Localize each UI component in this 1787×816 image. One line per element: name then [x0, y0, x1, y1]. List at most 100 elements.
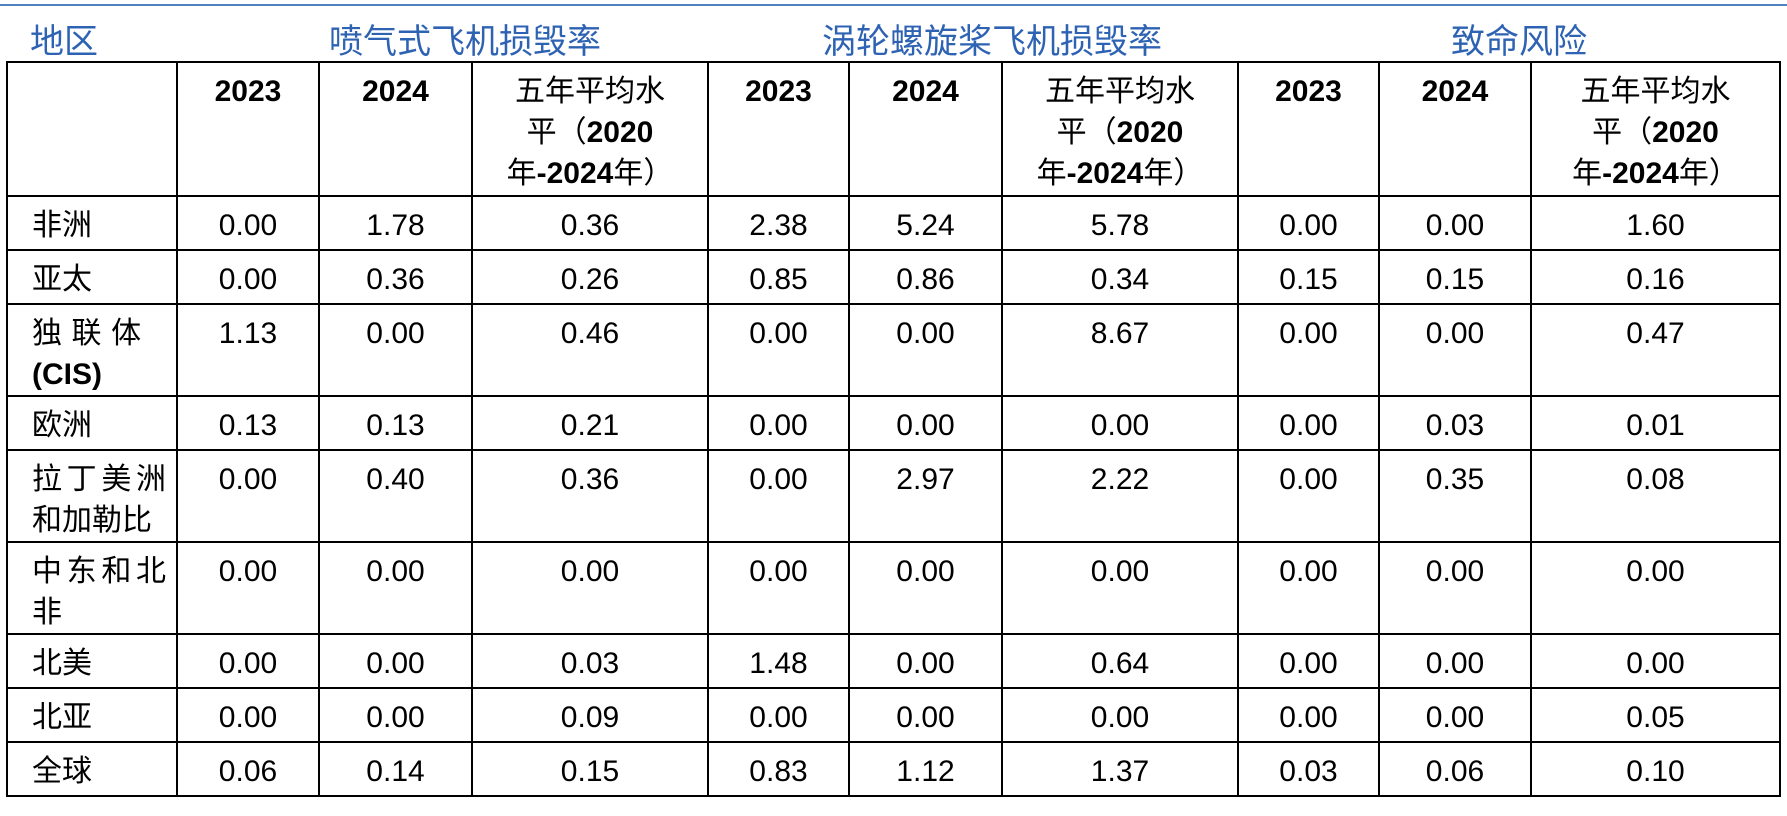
header-turbo-2023: 2023 — [707, 61, 850, 197]
jet-value-cell: 0.40 — [318, 449, 473, 543]
turbo-value-cell: 0.00 — [848, 687, 1003, 743]
fatal-value-cell: 0.00 — [1237, 633, 1380, 689]
turbo-value-cell: 8.67 — [1001, 303, 1239, 397]
table-row: 拉丁美洲和加勒比 0.00 0.40 0.36 0.00 2.97 2.22 0.00 0.35… — [6, 449, 1781, 543]
jet-value-cell: 0.46 — [471, 303, 709, 397]
table-row: 北亚 0.00 0.00 0.09 0.00 0.00 0.00 0.00 0.00 0.05 — [6, 687, 1781, 743]
fatal-value-cell: 0.15 — [1378, 249, 1532, 305]
fatal-value-cell: 0.16 — [1530, 249, 1781, 305]
turbo-value-cell: 0.00 — [707, 541, 850, 635]
fatal-value-cell: 0.47 — [1530, 303, 1781, 397]
turbo-value-cell: 0.64 — [1001, 633, 1239, 689]
region-cell: 拉丁美洲和加勒比 — [6, 449, 178, 543]
region-cell: 北亚 — [6, 687, 178, 743]
fatal-value-cell: 0.00 — [1530, 541, 1781, 635]
table-row: 中东和北非 0.00 0.00 0.00 0.00 0.00 0.00 0.00 0.00 0.0… — [6, 541, 1781, 635]
turbo-value-cell: 0.00 — [848, 395, 1003, 451]
region-cell: 亚太 — [6, 249, 178, 305]
region-cell: 北美 — [6, 633, 178, 689]
region-cell: 全球 — [6, 741, 178, 797]
fatal-value-cell: 0.00 — [1378, 633, 1532, 689]
region-cell: 非洲 — [6, 195, 178, 251]
header-region-blank — [6, 61, 178, 197]
group-header-jet: 喷气式飞机损毁率 — [329, 22, 601, 62]
turbo-value-cell: 0.00 — [707, 687, 850, 743]
fatal-value-cell: 0.00 — [1237, 395, 1380, 451]
turbo-value-cell: 0.00 — [848, 303, 1003, 397]
fatal-value-cell: 0.00 — [1378, 687, 1532, 743]
turbo-value-cell: 1.48 — [707, 633, 850, 689]
header-fatal-2024: 2024 — [1378, 61, 1532, 197]
fatal-value-cell: 0.00 — [1237, 541, 1380, 635]
fatal-value-cell: 0.00 — [1237, 449, 1380, 543]
jet-value-cell: 0.00 — [176, 195, 320, 251]
jet-value-cell: 0.21 — [471, 395, 709, 451]
turbo-value-cell: 2.97 — [848, 449, 1003, 543]
fatal-value-cell: 0.15 — [1237, 249, 1380, 305]
turbo-value-cell: 0.00 — [1001, 541, 1239, 635]
jet-value-cell: 0.00 — [318, 541, 473, 635]
jet-value-cell: 0.36 — [318, 249, 473, 305]
jet-value-cell: 0.00 — [176, 249, 320, 305]
jet-value-cell: 0.00 — [471, 541, 709, 635]
header-jet-avg: 五年平均水 平（2020 年-2024年） — [471, 61, 709, 197]
table-row: 全球 0.06 0.14 0.15 0.83 1.12 1.37 0.03 0.06 0.10 — [6, 741, 1781, 797]
turbo-value-cell: 0.00 — [1001, 395, 1239, 451]
jet-value-cell: 0.00 — [176, 687, 320, 743]
column-header-row: 2023 2024 五年平均水 平（2020 年-2024年） 2023 2024 … — [6, 61, 1781, 197]
fatal-value-cell: 0.08 — [1530, 449, 1781, 543]
fatal-value-cell: 0.00 — [1378, 195, 1532, 251]
fatal-value-cell: 1.60 — [1530, 195, 1781, 251]
group-header-row: 地区 喷气式飞机损毁率 涡轮螺旋桨飞机损毁率 致命风险 — [0, 10, 1787, 62]
group-header-region: 地区 — [30, 22, 98, 62]
loss-rate-table: 2023 2024 五年平均水 平（2020 年-2024年） 2023 2024 … — [6, 61, 1781, 797]
top-rule — [0, 4, 1787, 6]
turbo-value-cell: 0.00 — [848, 633, 1003, 689]
fatal-value-cell: 0.03 — [1378, 395, 1532, 451]
jet-value-cell: 0.06 — [176, 741, 320, 797]
table-row: 亚太 0.00 0.36 0.26 0.85 0.86 0.34 0.15 0.15 0.16 — [6, 249, 1781, 305]
table-row: 欧洲 0.13 0.13 0.21 0.00 0.00 0.00 0.00 0.03 0.01 — [6, 395, 1781, 451]
fatal-value-cell: 0.35 — [1378, 449, 1532, 543]
jet-value-cell: 0.00 — [176, 541, 320, 635]
turbo-value-cell: 0.83 — [707, 741, 850, 797]
fatal-value-cell: 0.05 — [1530, 687, 1781, 743]
jet-value-cell: 0.09 — [471, 687, 709, 743]
jet-value-cell: 0.36 — [471, 195, 709, 251]
table-row: 非洲 0.00 1.78 0.36 2.38 5.24 5.78 0.00 0.00 1.60 — [6, 195, 1781, 251]
turbo-value-cell: 0.34 — [1001, 249, 1239, 305]
turbo-value-cell: 0.86 — [848, 249, 1003, 305]
jet-value-cell: 1.13 — [176, 303, 320, 397]
jet-value-cell: 1.78 — [318, 195, 473, 251]
header-turbo-avg: 五年平均水 平（2020 年-2024年） — [1001, 61, 1239, 197]
turbo-value-cell: 1.37 — [1001, 741, 1239, 797]
fatal-value-cell: 0.00 — [1237, 195, 1380, 251]
jet-value-cell: 0.36 — [471, 449, 709, 543]
jet-value-cell: 0.15 — [471, 741, 709, 797]
jet-value-cell: 0.13 — [318, 395, 473, 451]
region-cell: 独 联 体 (CIS) — [6, 303, 178, 397]
jet-value-cell: 0.00 — [318, 687, 473, 743]
fatal-value-cell: 0.00 — [1378, 303, 1532, 397]
turbo-value-cell: 0.00 — [707, 449, 850, 543]
jet-value-cell: 0.00 — [176, 633, 320, 689]
region-cell: 中东和北非 — [6, 541, 178, 635]
jet-value-cell: 0.03 — [471, 633, 709, 689]
jet-value-cell: 0.14 — [318, 741, 473, 797]
jet-value-cell: 0.26 — [471, 249, 709, 305]
table-row: 独 联 体 (CIS) 1.13 0.00 0.46 0.00 0.00 8.67 0.00 0.… — [6, 303, 1781, 397]
header-fatal-2023: 2023 — [1237, 61, 1380, 197]
fatal-value-cell: 0.10 — [1530, 741, 1781, 797]
turbo-value-cell: 0.00 — [1001, 687, 1239, 743]
jet-value-cell: 0.00 — [318, 633, 473, 689]
turbo-value-cell: 5.24 — [848, 195, 1003, 251]
jet-value-cell: 0.00 — [318, 303, 473, 397]
jet-value-cell: 0.13 — [176, 395, 320, 451]
table-row: 北美 0.00 0.00 0.03 1.48 0.00 0.64 0.00 0.00 0.00 — [6, 633, 1781, 689]
header-fatal-avg: 五年平均水 平（2020 年-2024年） — [1530, 61, 1781, 197]
fatal-value-cell: 0.03 — [1237, 741, 1380, 797]
group-header-turboprop: 涡轮螺旋桨飞机损毁率 — [822, 22, 1162, 62]
turbo-value-cell: 0.00 — [707, 303, 850, 397]
fatal-value-cell: 0.00 — [1237, 303, 1380, 397]
turbo-value-cell: 0.85 — [707, 249, 850, 305]
